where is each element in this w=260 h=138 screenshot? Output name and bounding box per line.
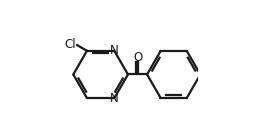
Text: N: N [110,44,119,57]
Text: O: O [133,51,142,64]
Text: N: N [110,92,119,105]
Text: Cl: Cl [64,38,76,51]
